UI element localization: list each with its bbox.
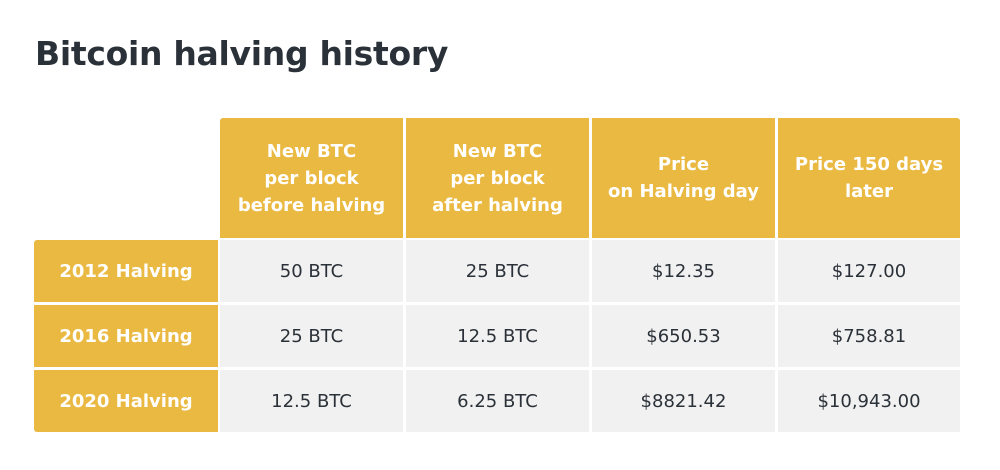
table-cell: 25 BTC [220, 305, 403, 367]
page-title: Bitcoin halving history [35, 34, 449, 73]
table-cell: $12.35 [592, 240, 775, 302]
column-header-btc-before: New BTC per block before halving [220, 118, 403, 238]
table-cell: 6.25 BTC [406, 370, 589, 432]
column-header-btc-after: New BTC per block after halving [406, 118, 589, 238]
column-header-price-150-days: Price 150 days later [778, 118, 960, 238]
column-header-price-halving-day: Price on Halving day [592, 118, 775, 238]
table-cell: $650.53 [592, 305, 775, 367]
row-label-2020: 2020 Halving [34, 370, 218, 432]
halving-table: New BTC per block before halving New BTC… [34, 118, 960, 432]
table-cell: $8821.42 [592, 370, 775, 432]
row-label-2016: 2016 Halving [34, 305, 218, 367]
column-header-label: Price 150 days later [794, 154, 944, 202]
column-header-label: New BTC per block before halving [237, 140, 386, 216]
table-cell: 12.5 BTC [220, 370, 403, 432]
column-header-label: New BTC per block after halving [432, 140, 563, 216]
table-cell: $10,943.00 [778, 370, 960, 432]
table-cell: 12.5 BTC [406, 305, 589, 367]
column-header-label: Price on Halving day [608, 154, 759, 202]
table-cell: $758.81 [778, 305, 960, 367]
table-cell: 50 BTC [220, 240, 403, 302]
row-label-2012: 2012 Halving [34, 240, 218, 302]
table-cell: $127.00 [778, 240, 960, 302]
table-cell: 25 BTC [406, 240, 589, 302]
